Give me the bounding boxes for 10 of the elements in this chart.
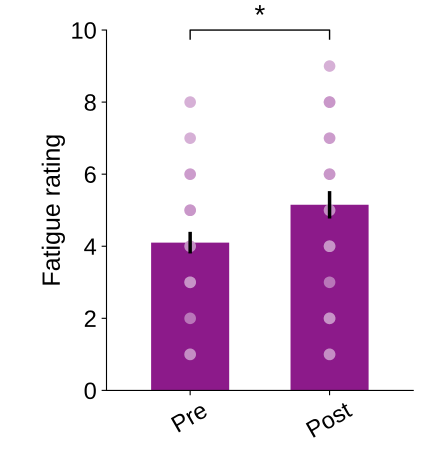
y-tick-label: 8 (84, 94, 96, 111)
y-tick-label: 10 (72, 22, 96, 39)
text: * (254, 5, 265, 15)
y-tick-label: 0 (84, 382, 96, 400)
x-tick-label: Pre (170, 401, 208, 433)
y-tick-label: 6 (84, 166, 96, 183)
x-tick-label: Post (306, 400, 354, 438)
y-axis-title: Fatigue rating (42, 135, 65, 285)
y-tick-label: 4 (84, 238, 96, 255)
y-tick-label: 2 (84, 310, 96, 327)
